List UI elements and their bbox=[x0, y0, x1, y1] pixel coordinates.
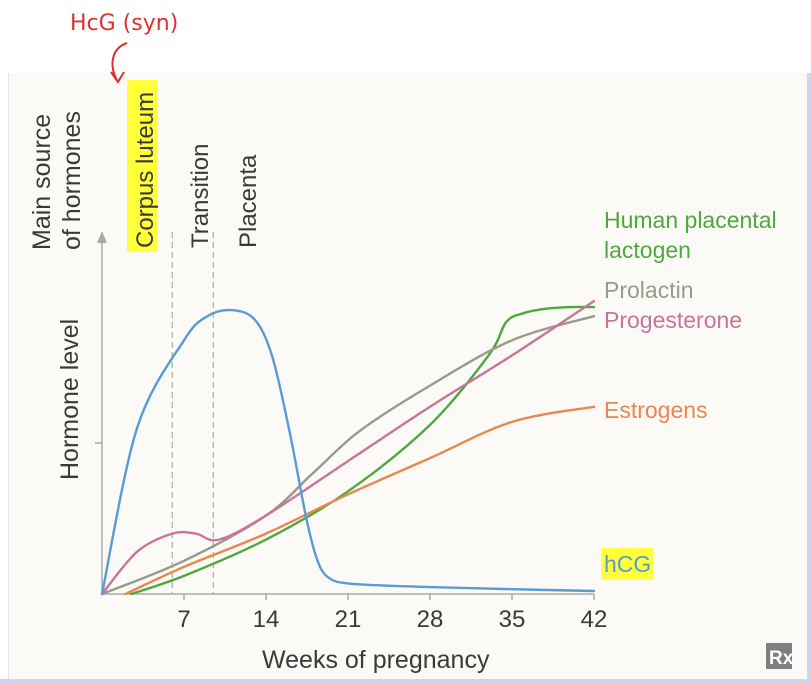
y-axis-arrow bbox=[97, 231, 107, 243]
y2-axis-label-line2: of hormones bbox=[58, 111, 86, 250]
phase-label-corpus-luteum: Corpus luteum bbox=[132, 92, 159, 248]
series-label-estrogens: Estrogens bbox=[604, 397, 708, 423]
handwritten-arrow bbox=[110, 42, 128, 84]
y-axis-label: Hormone level bbox=[56, 319, 84, 480]
series-lines bbox=[100, 299, 596, 596]
series-line-estrogens bbox=[124, 405, 596, 596]
x-axis-label: Weeks of pregnancy bbox=[262, 646, 490, 674]
phase-highlight bbox=[127, 80, 157, 252]
series-label-hcg: hCG bbox=[604, 551, 651, 577]
series-label-human-placental-lactogen: lactogen bbox=[604, 237, 691, 263]
x-tick-label: 21 bbox=[335, 606, 362, 633]
label-highlight bbox=[601, 548, 653, 580]
y2-axis-label-line1: Main source bbox=[28, 114, 56, 250]
series-line-progesterone bbox=[100, 299, 596, 596]
series-line-hcg bbox=[100, 308, 596, 596]
series-label-prolactin: Prolactin bbox=[604, 277, 693, 303]
series-label-human-placental-lactogen: Human placental bbox=[604, 207, 777, 233]
x-tick-label: 42 bbox=[581, 606, 608, 633]
series-line-prolactin bbox=[100, 315, 596, 596]
phase-label-placenta: Placenta bbox=[235, 154, 262, 248]
x-tick-label: 28 bbox=[417, 606, 444, 633]
window-edge-bottom bbox=[0, 679, 811, 684]
series-line-human-placental-lactogen bbox=[130, 305, 596, 596]
x-tick-label: 35 bbox=[499, 606, 526, 633]
x-ticks: 7 14 21 28 35 42 bbox=[177, 594, 607, 633]
rx-logo-text: Rx bbox=[769, 648, 794, 669]
x-tick-label: 7 bbox=[177, 606, 190, 633]
handwritten-annotation: HcG (syn) bbox=[70, 11, 178, 36]
rx-logo bbox=[766, 643, 792, 669]
series-label-progesterone: Progesterone bbox=[604, 307, 742, 333]
phase-label-transition: Transition bbox=[187, 144, 214, 248]
window-edge bbox=[807, 73, 811, 684]
series-labels: Human placental lactogen Prolactin Progeste… bbox=[601, 207, 777, 580]
annotation-area bbox=[0, 0, 811, 73]
x-tick-label: 14 bbox=[253, 606, 280, 633]
